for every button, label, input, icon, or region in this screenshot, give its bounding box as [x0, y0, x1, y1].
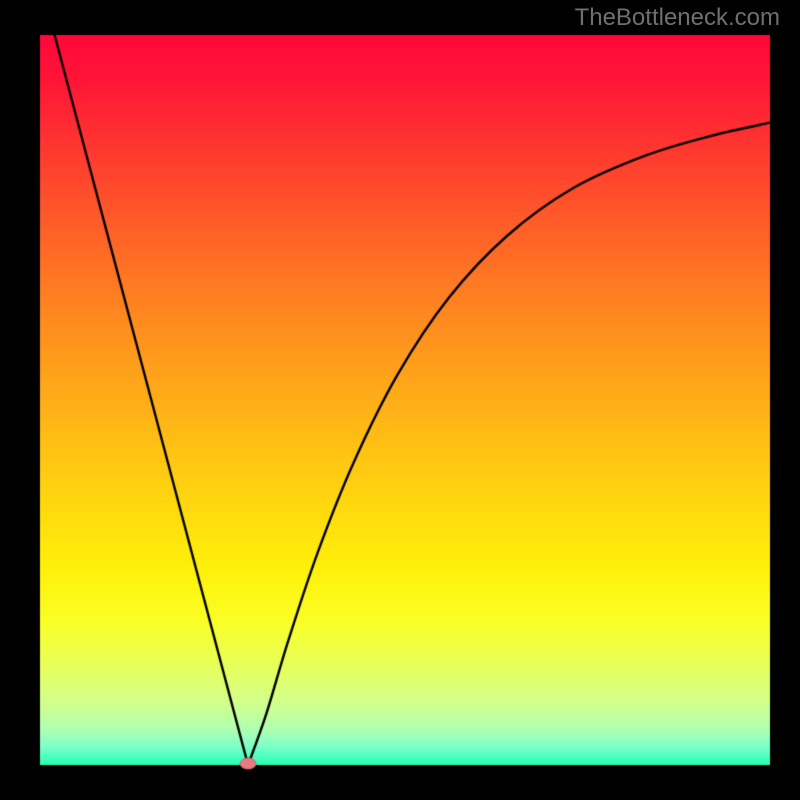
bottleneck-chart-canvas — [0, 0, 800, 800]
chart-container: TheBottleneck.com — [0, 0, 800, 800]
watermark-text: TheBottleneck.com — [575, 4, 780, 32]
